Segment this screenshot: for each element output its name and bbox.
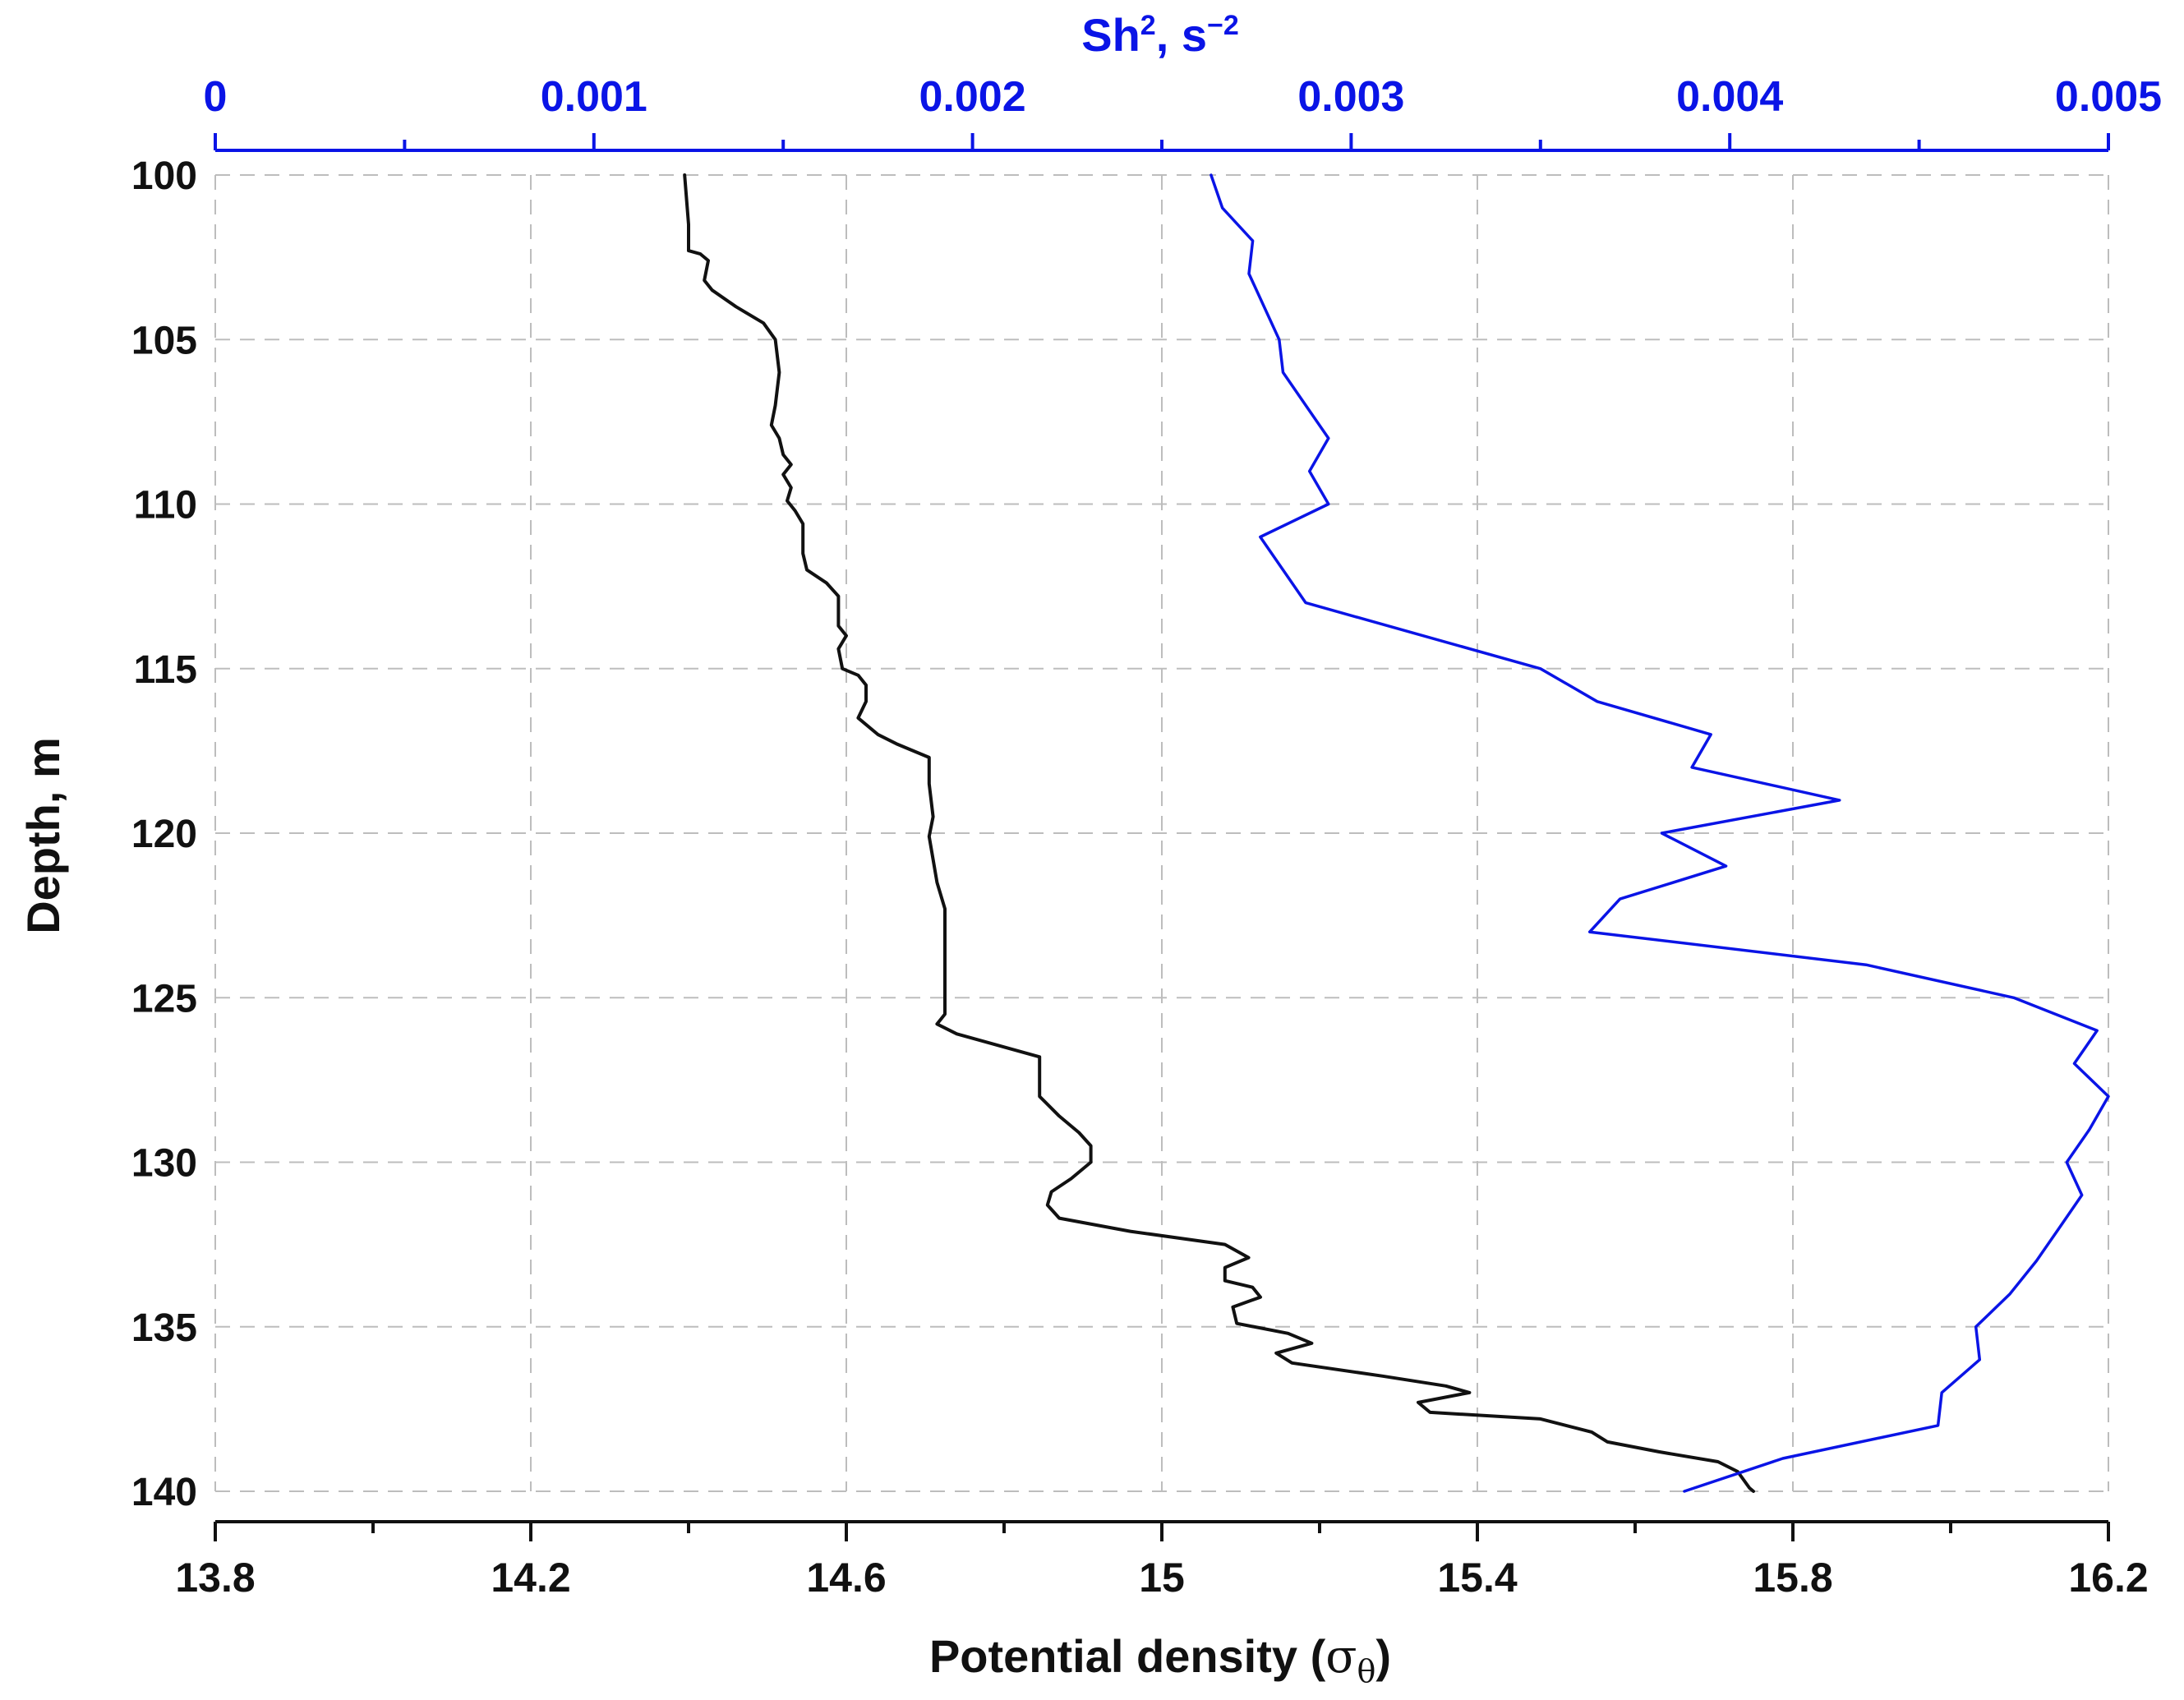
y-axis-title: Depth, m bbox=[17, 737, 69, 934]
y-tick-label: 125 bbox=[131, 977, 197, 1020]
x-axis-title-top: Sh2, s−2 bbox=[1081, 9, 1239, 61]
y-tick-label: 130 bbox=[131, 1142, 197, 1186]
y-tick-label: 115 bbox=[134, 648, 197, 692]
x-top-tick-label: 0 bbox=[204, 73, 228, 121]
y-tick-label: 140 bbox=[131, 1471, 197, 1514]
series-line-shear-squared bbox=[1209, 173, 2110, 1493]
x-bottom-tick-label: 15.8 bbox=[1753, 1555, 1832, 1601]
x-axis-title-bottom: Potential density (σθ) bbox=[929, 1630, 1391, 1689]
y-tick-label: 105 bbox=[131, 319, 197, 362]
x-bottom-tick-label: 16.2 bbox=[2068, 1555, 2148, 1601]
x-bottom-tick-label: 15 bbox=[1139, 1555, 1185, 1601]
gridlines bbox=[214, 174, 2109, 1492]
y-tick-label: 120 bbox=[131, 813, 197, 856]
x-top-tick-label: 0.001 bbox=[541, 73, 647, 121]
x-top-tick-label: 0.004 bbox=[1676, 73, 1783, 121]
series-line-potential-density bbox=[683, 173, 1755, 1493]
y-tick-label: 135 bbox=[131, 1306, 197, 1350]
x-top-tick-label: 0.003 bbox=[1297, 73, 1404, 121]
x-top-tick-label: 0.002 bbox=[919, 73, 1026, 121]
x-top-tick-label: 0.005 bbox=[2055, 73, 2162, 121]
x-bottom-tick-label: 15.4 bbox=[1437, 1555, 1518, 1601]
x-bottom-tick-label: 14.6 bbox=[806, 1555, 886, 1601]
axis-ticks: 100 105 110 115 120 125 130 135 140 13.8 14.2 14.6 1… bbox=[131, 73, 2162, 1601]
y-tick-label: 110 bbox=[134, 484, 197, 528]
data-series bbox=[683, 173, 2110, 1493]
x-bottom-tick-label: 13.8 bbox=[175, 1555, 255, 1601]
y-tick-label: 100 bbox=[131, 154, 197, 198]
x-bottom-tick-label: 14.2 bbox=[491, 1555, 570, 1601]
